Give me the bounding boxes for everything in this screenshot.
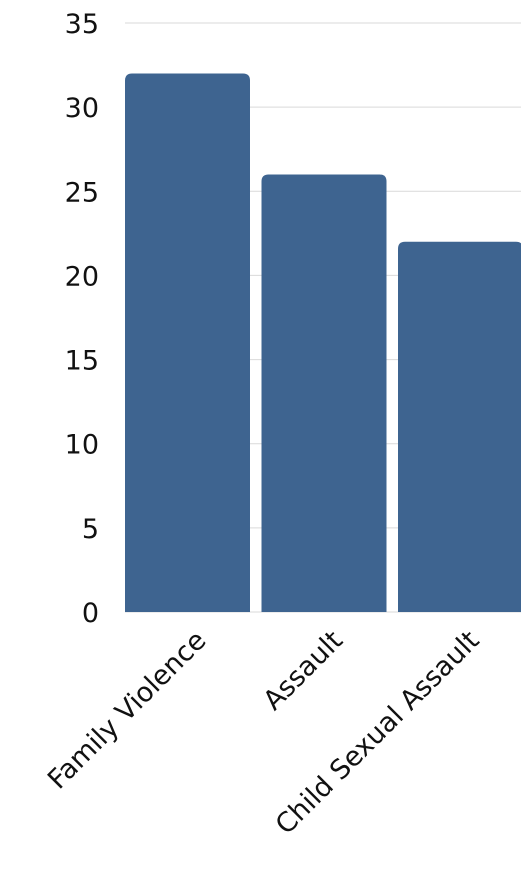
y-tick-label-5: 5 — [82, 514, 99, 545]
y-tick-label-25: 25 — [65, 177, 99, 208]
x-category-label-assault: Assault — [257, 625, 348, 716]
bar-family-violence — [125, 73, 250, 612]
x-category-label-family-violence: Family Violence — [42, 625, 212, 795]
y-tick-label-20: 20 — [65, 261, 99, 292]
bar-assault — [261, 174, 387, 612]
y-tick-label-10: 10 — [65, 430, 99, 461]
y-tick-label-0: 0 — [82, 598, 99, 629]
y-tick-label-15: 15 — [65, 346, 99, 377]
y-tick-label-35: 35 — [65, 9, 99, 40]
bar-child-sexual-assault — [398, 241, 521, 612]
y-tick-label-30: 30 — [65, 93, 99, 124]
bars — [125, 73, 521, 612]
y-axis-tick-labels: 0 5 10 15 20 25 30 35 — [65, 9, 99, 629]
